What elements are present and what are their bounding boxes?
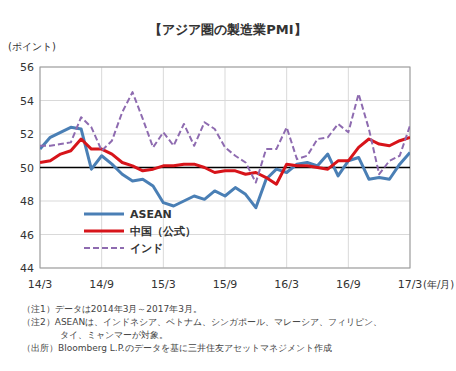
x-tick-label: 17/3 <box>398 278 423 291</box>
y-tick-label: 44 <box>20 262 34 275</box>
series-line <box>40 92 410 182</box>
y-tick-label: 52 <box>20 128 34 141</box>
legend-label: インド <box>130 242 163 255</box>
chart: 【アジア圏の製造業PMI】 (ポイント) 44 46 48 50 52 54 56 14/3 14/… <box>0 0 456 371</box>
x-tick-label: 14/3 <box>28 278 53 291</box>
legend-label: ASEAN <box>130 208 172 221</box>
y-tick-label: 46 <box>20 229 34 242</box>
x-tick-label: 16/3 <box>274 278 299 291</box>
note: （注2）ASEANは、インドネシア、ベトナム、シンガポール、マレーシア、フィリピ… <box>22 317 382 327</box>
note: （注1）データは2014年3月～2017年3月。 <box>22 304 202 314</box>
series-line <box>40 137 410 184</box>
plot-frame <box>40 67 410 268</box>
x-tick-label: 15/9 <box>213 278 238 291</box>
reference-line <box>40 167 410 169</box>
note: タイ、ミャンマーが対象。 <box>60 330 168 340</box>
x-tick-label: 15/3 <box>151 278 176 291</box>
y-tick-label: 56 <box>20 61 34 74</box>
y-tick-label: 50 <box>20 162 34 175</box>
x-tick-label: 16/9 <box>336 278 361 291</box>
y-tick-label: 54 <box>20 95 34 108</box>
x-tick-label: 14/9 <box>89 278 114 291</box>
y-tick-label: 48 <box>20 195 34 208</box>
series-group <box>40 92 410 208</box>
legend-swatch <box>84 247 124 249</box>
note: （出所）Bloomberg L.P.のデータを基に三井住友アセットマネジメント作… <box>22 343 332 353</box>
series-line <box>40 127 410 207</box>
x-axis-label: (年/月) <box>423 279 454 290</box>
legend-swatch <box>84 230 124 233</box>
grid-line <box>40 167 410 168</box>
legend-swatch <box>84 213 124 216</box>
legend-label: 中国（公式） <box>130 225 196 238</box>
y-axis-label: (ポイント) <box>8 41 56 52</box>
title: 【アジア圏の製造業PMI】 <box>149 22 306 37</box>
